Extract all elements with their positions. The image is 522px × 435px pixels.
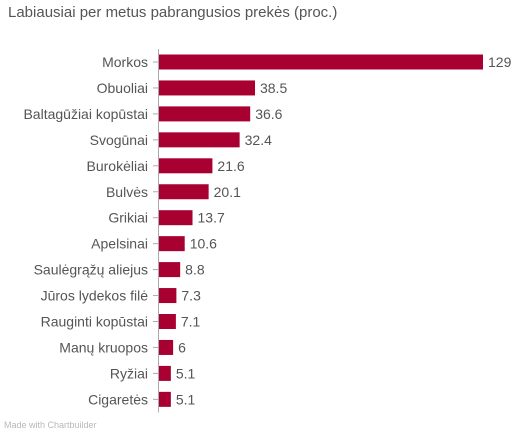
- bar: [158, 54, 483, 70]
- bar: [158, 158, 213, 174]
- value-label: 8.8: [185, 262, 205, 278]
- bar-chart: Morkos 129 Obuoliai 38.5 Baltagūžiai kopūsta…: [23, 49, 512, 413]
- category-label: Ryžiai: [110, 365, 148, 381]
- value-label: 36.6: [255, 106, 282, 122]
- value-label: 129: [488, 54, 512, 70]
- bar: [158, 236, 185, 252]
- value-label: 20.1: [214, 184, 241, 200]
- bar: [158, 339, 174, 355]
- chart-title: Labiausiai per metus pabrangusios prekės…: [8, 4, 338, 21]
- bar: [158, 288, 177, 304]
- category-label: Svogūnai: [90, 132, 148, 148]
- value-label: 7.3: [181, 288, 201, 304]
- category-label: Baltagūžiai kopūstai: [23, 106, 148, 122]
- category-label: Obuoliai: [97, 80, 148, 96]
- bar: [158, 184, 209, 200]
- category-label: Burokėliai: [87, 158, 148, 174]
- bar: [158, 262, 181, 278]
- category-label: Saulėgrąžų aliejus: [34, 262, 148, 278]
- bar: [158, 132, 240, 148]
- chartbuilder-credit: Made with Chartbuilder: [4, 420, 97, 430]
- value-label: 6: [178, 339, 186, 355]
- category-label: Bulvės: [106, 184, 148, 200]
- value-label: 21.6: [217, 158, 244, 174]
- bar: [158, 106, 251, 122]
- value-label: 13.7: [198, 210, 225, 226]
- bar: [158, 314, 176, 329]
- category-label: Apelsinai: [91, 236, 148, 252]
- bar: [158, 391, 171, 407]
- category-label: Rauginti kopūstai: [41, 314, 148, 330]
- value-label: 38.5: [260, 80, 287, 96]
- value-label: 32.4: [245, 132, 272, 148]
- value-label: 5.1: [176, 365, 196, 381]
- bar: [158, 365, 171, 381]
- value-label: 5.1: [176, 391, 196, 407]
- category-label: Jūros lydekos filė: [41, 288, 149, 304]
- value-label: 7.1: [181, 314, 201, 330]
- category-label: Cigaretės: [88, 391, 148, 407]
- category-label: Morkos: [102, 54, 148, 70]
- category-label: Grikiai: [108, 210, 148, 226]
- value-label: 10.6: [190, 236, 217, 252]
- bar: [158, 210, 193, 226]
- bar: [158, 80, 255, 96]
- category-label: Manų kruopos: [59, 339, 148, 355]
